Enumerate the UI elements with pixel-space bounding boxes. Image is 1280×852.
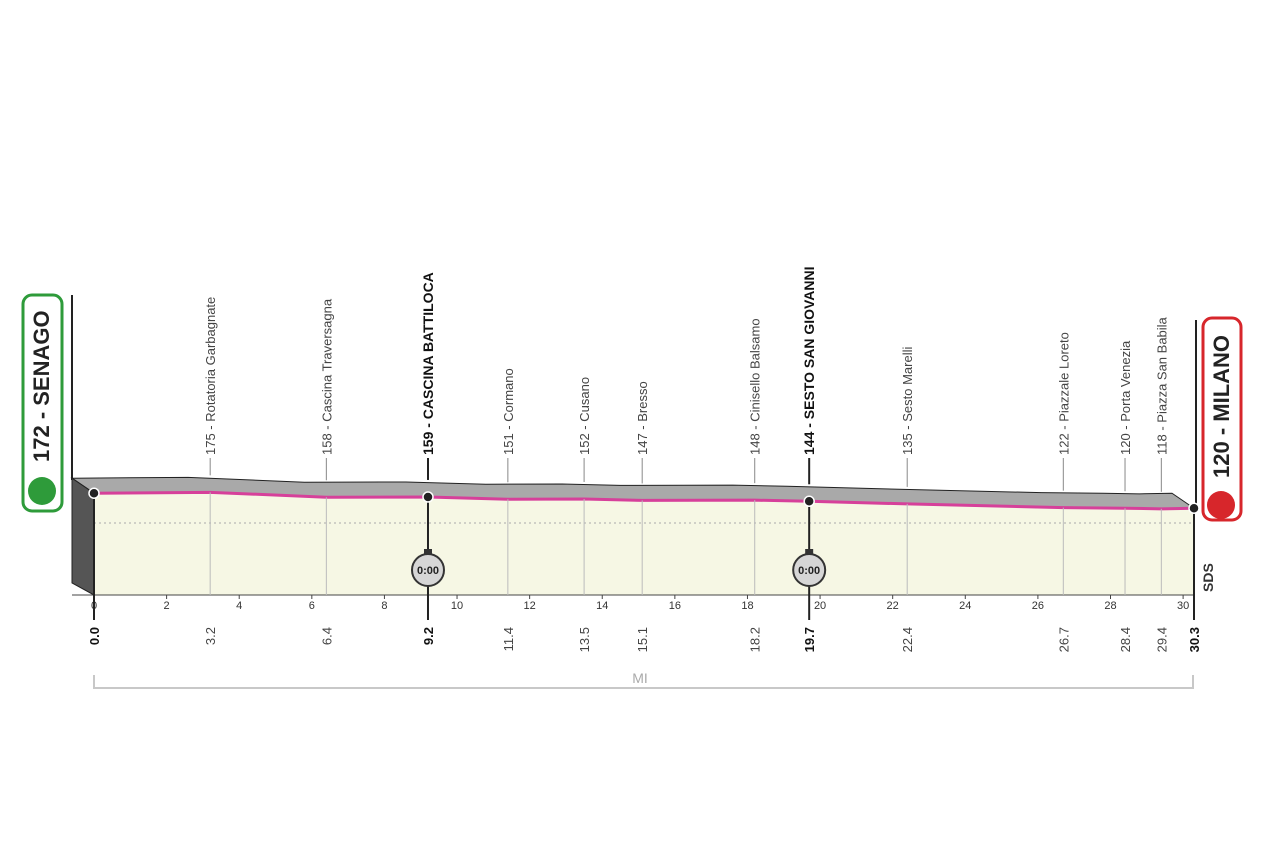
distance-label: 13.5 <box>577 627 592 652</box>
distance-bracket <box>93 675 1194 689</box>
stopwatch-crown <box>423 549 432 554</box>
distance-label: 19.7 <box>802 627 817 652</box>
waypoint-label: 151 - Cormano <box>501 368 516 455</box>
x-tick-label: 22 <box>887 600 899 612</box>
finish-label: 120 - MILANO <box>1209 335 1234 478</box>
distance-label: 18.2 <box>748 627 763 652</box>
stopwatch-crown <box>805 549 814 554</box>
stopwatch <box>792 553 827 587</box>
distance-label: 26.7 <box>1056 627 1071 652</box>
start-icon <box>28 477 56 505</box>
waypoint-label: 175 - Rotatoria Garbagnate <box>203 297 218 455</box>
time-check-label: 0:00 <box>798 565 820 577</box>
time-check-dot <box>422 491 434 503</box>
logo: SDS <box>1200 563 1216 592</box>
endpoint-dot <box>1188 502 1200 514</box>
waypoint-label: 159 - CASCINA BATTILOCA <box>420 272 436 455</box>
x-tick-label: 2 <box>164 600 170 612</box>
waypoint-label: 118 - Piazza San Babila <box>1154 316 1169 455</box>
waypoint-label: 122 - Piazzale Loreto <box>1056 332 1071 455</box>
stopwatch <box>410 553 445 587</box>
x-tick-label: 18 <box>741 600 753 612</box>
x-tick-label: 24 <box>959 600 971 612</box>
x-tick-label: 8 <box>381 600 387 612</box>
distance-label: 6.4 <box>319 627 334 645</box>
x-tick-label: 28 <box>1104 600 1116 612</box>
waypoint-label: 135 - Sesto Marelli <box>900 347 915 455</box>
waypoint-label: 147 - Bresso <box>635 381 650 455</box>
x-tick-label: 4 <box>236 600 242 612</box>
waypoint-label: 152 - Cusano <box>577 377 592 455</box>
start-box <box>21 293 64 513</box>
finish-box <box>1201 316 1243 522</box>
x-tick-label: 10 <box>451 600 463 612</box>
waypoint-label: 148 - Cinisello Balsamo <box>748 318 763 455</box>
axis-label: MI <box>632 670 648 686</box>
distance-label: 9.2 <box>421 627 436 645</box>
endpoint-dot <box>88 487 100 499</box>
waypoint-label: 120 - Porta Venezia <box>1118 340 1133 455</box>
distance-label: 0.0 <box>87 627 102 645</box>
x-tick-label: 12 <box>524 600 536 612</box>
time-check-dot <box>803 495 815 508</box>
x-tick-label: 20 <box>814 600 826 612</box>
distance-label: 15.1 <box>635 627 650 652</box>
distance-label: 28.4 <box>1118 627 1133 652</box>
profile-line <box>93 490 1195 511</box>
distance-label: 29.4 <box>1154 627 1169 652</box>
start-label: 172 - SENAGO <box>29 310 54 462</box>
distance-label: 22.4 <box>900 627 915 652</box>
waypoint-label: 158 - Cascina Traversagna <box>319 298 334 455</box>
distance-label: 11.4 <box>501 627 516 651</box>
x-tick-label: 14 <box>596 600 608 612</box>
x-tick-label: 26 <box>1032 600 1044 612</box>
waypoint-label: 144 - SESTO SAN GIOVANNI <box>801 266 817 455</box>
finish-icon <box>1207 491 1235 519</box>
distance-label: 30.3 <box>1187 627 1202 652</box>
x-tick-label: 30 <box>1177 600 1189 612</box>
distance-label: 3.2 <box>203 627 218 645</box>
x-tick-label: 6 <box>309 600 315 612</box>
x-tick-label: 16 <box>669 600 681 612</box>
time-check-label: 0:00 <box>417 565 439 577</box>
